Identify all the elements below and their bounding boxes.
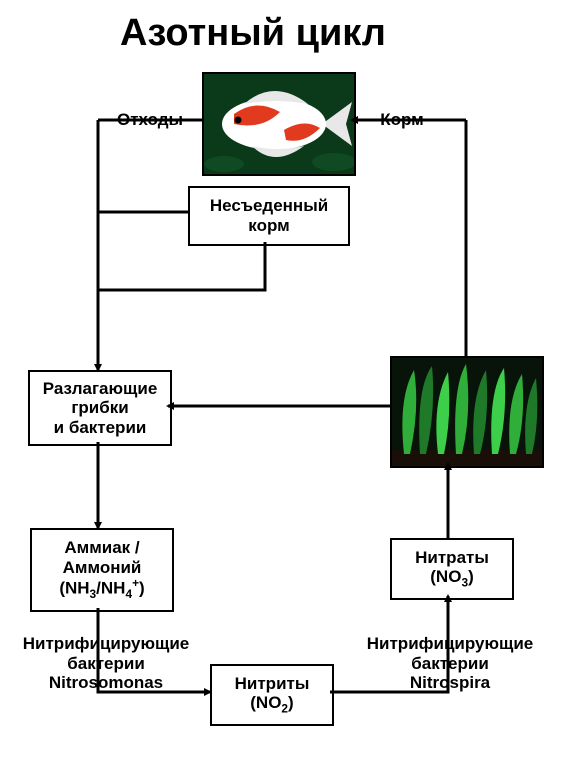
- box-uneaten-text: Несъеденныйкорм: [210, 196, 328, 235]
- box-nitrites: Нитриты(NO2): [210, 664, 334, 726]
- label-waste: Отходы: [100, 110, 200, 130]
- box-nitrates: Нитраты(NO3): [390, 538, 514, 600]
- box-nitrate-text: Нитраты(NO3): [415, 548, 489, 591]
- fish-image: [202, 72, 356, 176]
- box-ammonia: Аммиак /Аммоний(NH3/NH4+): [30, 528, 174, 612]
- diagram-canvas: Азотный цикл: [0, 0, 567, 782]
- box-decomposers: Разлагающиегрибкии бактерии: [28, 370, 172, 446]
- box-ammonia-text: Аммиак /Аммоний(NH3/NH4+): [59, 538, 144, 602]
- diagram-title: Азотный цикл: [120, 12, 386, 55]
- plants-image: [390, 356, 544, 468]
- caption-nitrosomonas: НитрифицирующиебактерииNitrosomonas: [6, 634, 206, 693]
- edge-uneaten-to-decomp: [98, 242, 265, 290]
- box-decomp-text: Разлагающиегрибкии бактерии: [43, 379, 158, 438]
- box-nitrite-text: Нитриты(NO2): [235, 674, 310, 717]
- box-uneaten-food: Несъеденныйкорм: [188, 186, 350, 246]
- caption-nitrospira: НитрифицирующиебактерииNitrospira: [350, 634, 550, 693]
- label-food: Корм: [362, 110, 442, 130]
